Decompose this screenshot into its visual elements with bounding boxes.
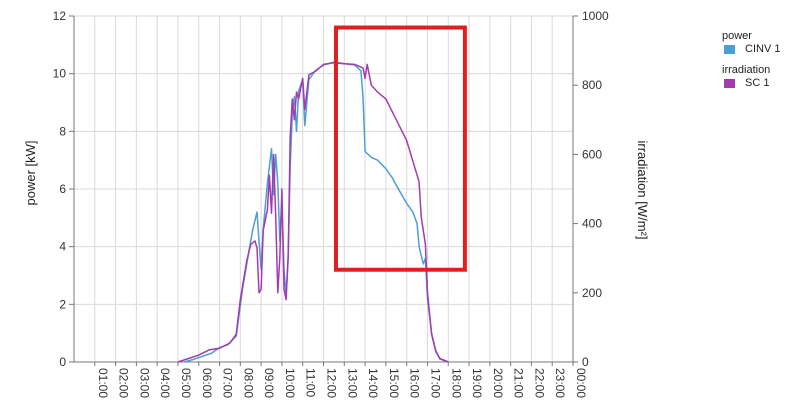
x-tick-label: 00:00 bbox=[574, 368, 588, 398]
legend-swatch-sc1 bbox=[724, 79, 735, 88]
x-tick-label: 07:00 bbox=[221, 368, 235, 398]
x-tick-label: 08:00 bbox=[241, 368, 255, 398]
legend-group-title: irradiation bbox=[722, 64, 771, 76]
x-tick-label: 05:00 bbox=[179, 368, 193, 398]
y-left-tick-label: 4 bbox=[59, 240, 66, 254]
grid bbox=[73, 15, 574, 363]
y-axis-left-label: power [kW] bbox=[23, 140, 38, 205]
x-tick-label: 03:00 bbox=[137, 368, 151, 398]
x-tick-label: 21:00 bbox=[512, 368, 526, 398]
x-tick-label: 22:00 bbox=[532, 368, 546, 398]
annotation-layer bbox=[333, 25, 467, 272]
x-tick-label: 23:00 bbox=[553, 368, 567, 398]
legend-group-power: power CINV 1 bbox=[722, 30, 780, 56]
x-tick-label: 12:00 bbox=[325, 368, 339, 398]
x-tick-label: 02:00 bbox=[117, 368, 131, 398]
legend-group-title: power bbox=[722, 30, 752, 42]
y-right-tick-label: 400 bbox=[582, 217, 602, 231]
legend-item-cinv1: CINV 1 bbox=[724, 43, 780, 56]
y-right-tick-label: 600 bbox=[582, 147, 602, 161]
legend-swatch-cinv1 bbox=[724, 45, 735, 54]
y-left-tick-label: 0 bbox=[59, 355, 66, 369]
x-tick-label: 18:00 bbox=[449, 368, 463, 398]
left-axis-ticks: 0 2 4 6 8 10 12 bbox=[53, 9, 74, 369]
y-left-tick-label: 2 bbox=[59, 297, 66, 311]
y-left-tick-label: 8 bbox=[59, 124, 66, 138]
x-tick-label: 11:00 bbox=[304, 368, 318, 397]
x-tick-label: 06:00 bbox=[200, 368, 214, 398]
highlight-rectangle bbox=[333, 25, 467, 272]
y-left-tick-label: 10 bbox=[53, 67, 67, 81]
y-right-tick-label: 1000 bbox=[582, 9, 609, 23]
y-right-tick-label: 800 bbox=[582, 78, 602, 92]
y-axis-right-label: irradiation [W/m²] bbox=[635, 141, 650, 240]
y-right-tick-label: 200 bbox=[582, 286, 602, 300]
legend-label-sc1: SC 1 bbox=[745, 77, 770, 89]
x-axis-ticks: 01:00 02:00 03:00 04:00 05:00 06:00 07:00 08:00… bbox=[94, 362, 588, 398]
y-right-tick-label: 0 bbox=[582, 355, 589, 369]
x-tick-label: 17:00 bbox=[428, 368, 442, 398]
x-tick-label: 09:00 bbox=[262, 368, 276, 398]
legend-label-cinv1: CINV 1 bbox=[745, 43, 781, 55]
x-tick-label: 10:00 bbox=[283, 368, 297, 398]
x-tick-label: 01:00 bbox=[96, 368, 110, 398]
series-line-sc-1 bbox=[177, 61, 449, 363]
x-tick-label: 16:00 bbox=[408, 368, 422, 398]
x-tick-label: 13:00 bbox=[345, 368, 359, 398]
series-layer bbox=[177, 61, 449, 363]
right-axis-ticks: 0 200 400 600 800 1000 bbox=[573, 9, 609, 369]
legend: power CINV 1 irradiation SC 1 bbox=[722, 30, 780, 90]
y-left-tick-label: 12 bbox=[53, 9, 67, 23]
y-left-tick-label: 6 bbox=[59, 182, 66, 196]
x-tick-label: 04:00 bbox=[158, 368, 172, 398]
x-tick-label: 20:00 bbox=[491, 368, 505, 398]
x-tick-label: 14:00 bbox=[366, 368, 380, 398]
legend-group-irradiation: irradiation SC 1 bbox=[722, 64, 780, 90]
x-tick-label: 15:00 bbox=[387, 368, 401, 398]
x-tick-label: 19:00 bbox=[470, 368, 484, 398]
series-line-cinv-1 bbox=[183, 61, 449, 363]
legend-item-sc1: SC 1 bbox=[724, 77, 780, 90]
